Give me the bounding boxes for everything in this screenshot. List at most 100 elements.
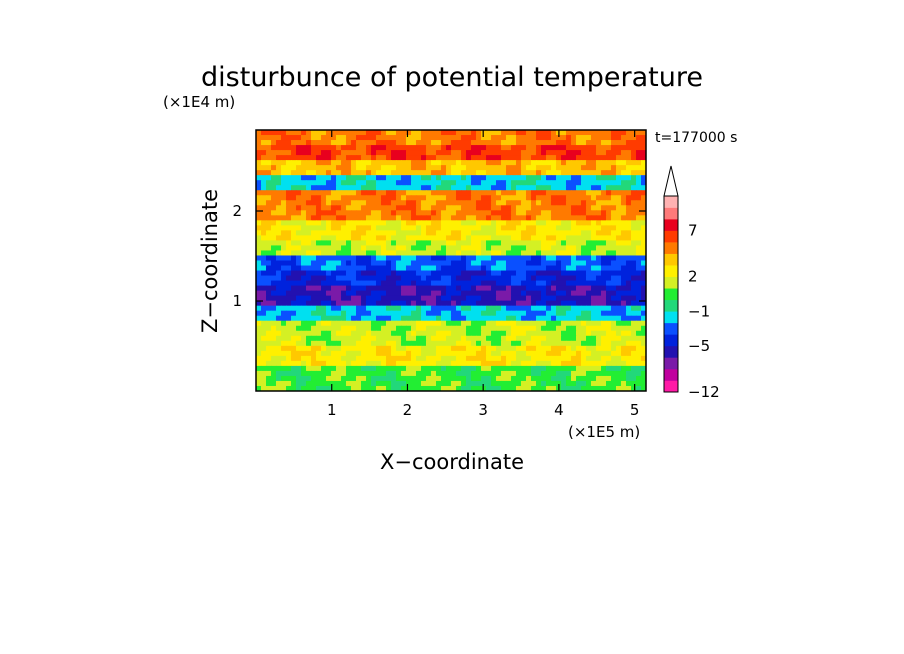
field-cell (641, 270, 646, 277)
field-cell (451, 325, 457, 332)
field-cell (536, 190, 542, 196)
field-cell (571, 245, 577, 252)
field-cell (521, 150, 527, 156)
field-cell (521, 140, 527, 146)
field-cell (386, 135, 392, 141)
field-cell (296, 295, 302, 302)
field-cell (611, 225, 617, 231)
field-cell (551, 335, 557, 342)
field-cell (536, 375, 542, 382)
field-cell (606, 290, 612, 297)
field-cell (511, 205, 517, 211)
field-cell (261, 240, 267, 247)
field-cell (306, 260, 312, 267)
field-cell (586, 175, 592, 181)
field-cell (371, 190, 377, 196)
field-cell (326, 200, 332, 206)
field-cell (376, 180, 382, 186)
field-cell (306, 235, 312, 242)
field-cell (321, 195, 327, 201)
field-cell (551, 260, 557, 267)
field-cell (626, 205, 632, 211)
field-cell (536, 240, 542, 247)
field-cell (506, 295, 512, 302)
field-cell (541, 235, 547, 242)
field-cell (291, 270, 297, 277)
field-cell (541, 230, 547, 236)
field-cell (471, 340, 477, 347)
field-cell (391, 250, 397, 257)
field-cell (281, 295, 287, 302)
field-cell (431, 380, 437, 387)
field-cell (331, 160, 337, 166)
field-cell (346, 325, 352, 332)
field-cell (331, 385, 337, 391)
field-cell (546, 260, 552, 267)
field-cell (561, 350, 567, 357)
field-cell (621, 315, 627, 322)
field-cell (421, 365, 427, 372)
field-cell (321, 165, 327, 171)
field-cell (631, 130, 637, 136)
field-cell (341, 300, 347, 307)
field-cell (621, 310, 627, 317)
field-cell (321, 150, 327, 156)
field-cell (386, 165, 392, 171)
field-cell (561, 130, 567, 136)
field-cell (276, 175, 282, 181)
field-cell (581, 165, 587, 171)
field-cell (286, 260, 292, 267)
field-cell (451, 360, 457, 367)
field-cell (616, 365, 622, 372)
field-cell (486, 135, 492, 141)
field-cell (561, 205, 567, 211)
field-cell (341, 250, 347, 257)
field-cell (306, 365, 312, 372)
field-cell (541, 375, 547, 382)
field-cell (546, 220, 552, 226)
field-cell (486, 290, 492, 297)
field-cell (401, 215, 407, 221)
field-cell (296, 200, 302, 206)
field-cell (406, 225, 412, 231)
field-cell (266, 380, 272, 387)
field-cell (336, 325, 342, 332)
field-cell (336, 375, 342, 382)
field-cell (331, 240, 337, 247)
field-cell (541, 370, 547, 377)
field-cell (346, 135, 352, 141)
field-cell (491, 160, 497, 166)
field-cell (641, 265, 646, 272)
field-cell (581, 175, 587, 181)
field-cell (286, 210, 292, 216)
field-cell (501, 300, 507, 307)
field-cell (476, 300, 482, 307)
field-cell (586, 255, 592, 262)
field-cell (476, 270, 482, 277)
field-cell (566, 330, 572, 337)
field-cell (451, 145, 457, 151)
field-cell (311, 260, 317, 267)
field-cell (481, 200, 487, 206)
field-cell (536, 200, 542, 206)
field-cell (296, 270, 302, 277)
field-cell (261, 200, 267, 206)
field-cell (571, 380, 577, 387)
field-cell (536, 310, 542, 317)
field-cell (321, 190, 327, 196)
field-cell (481, 160, 487, 166)
field-cell (411, 385, 417, 391)
field-cell (516, 270, 522, 277)
field-cell (541, 135, 547, 141)
field-cell (501, 200, 507, 206)
field-cell (591, 145, 597, 151)
field-cell (381, 355, 387, 362)
field-cell (361, 220, 367, 226)
field-cell (261, 145, 267, 151)
field-cell (276, 195, 282, 201)
field-cell (356, 270, 362, 277)
field-cell (501, 275, 507, 282)
field-cell (296, 335, 302, 342)
field-cell (496, 355, 502, 362)
field-cell (286, 320, 292, 327)
